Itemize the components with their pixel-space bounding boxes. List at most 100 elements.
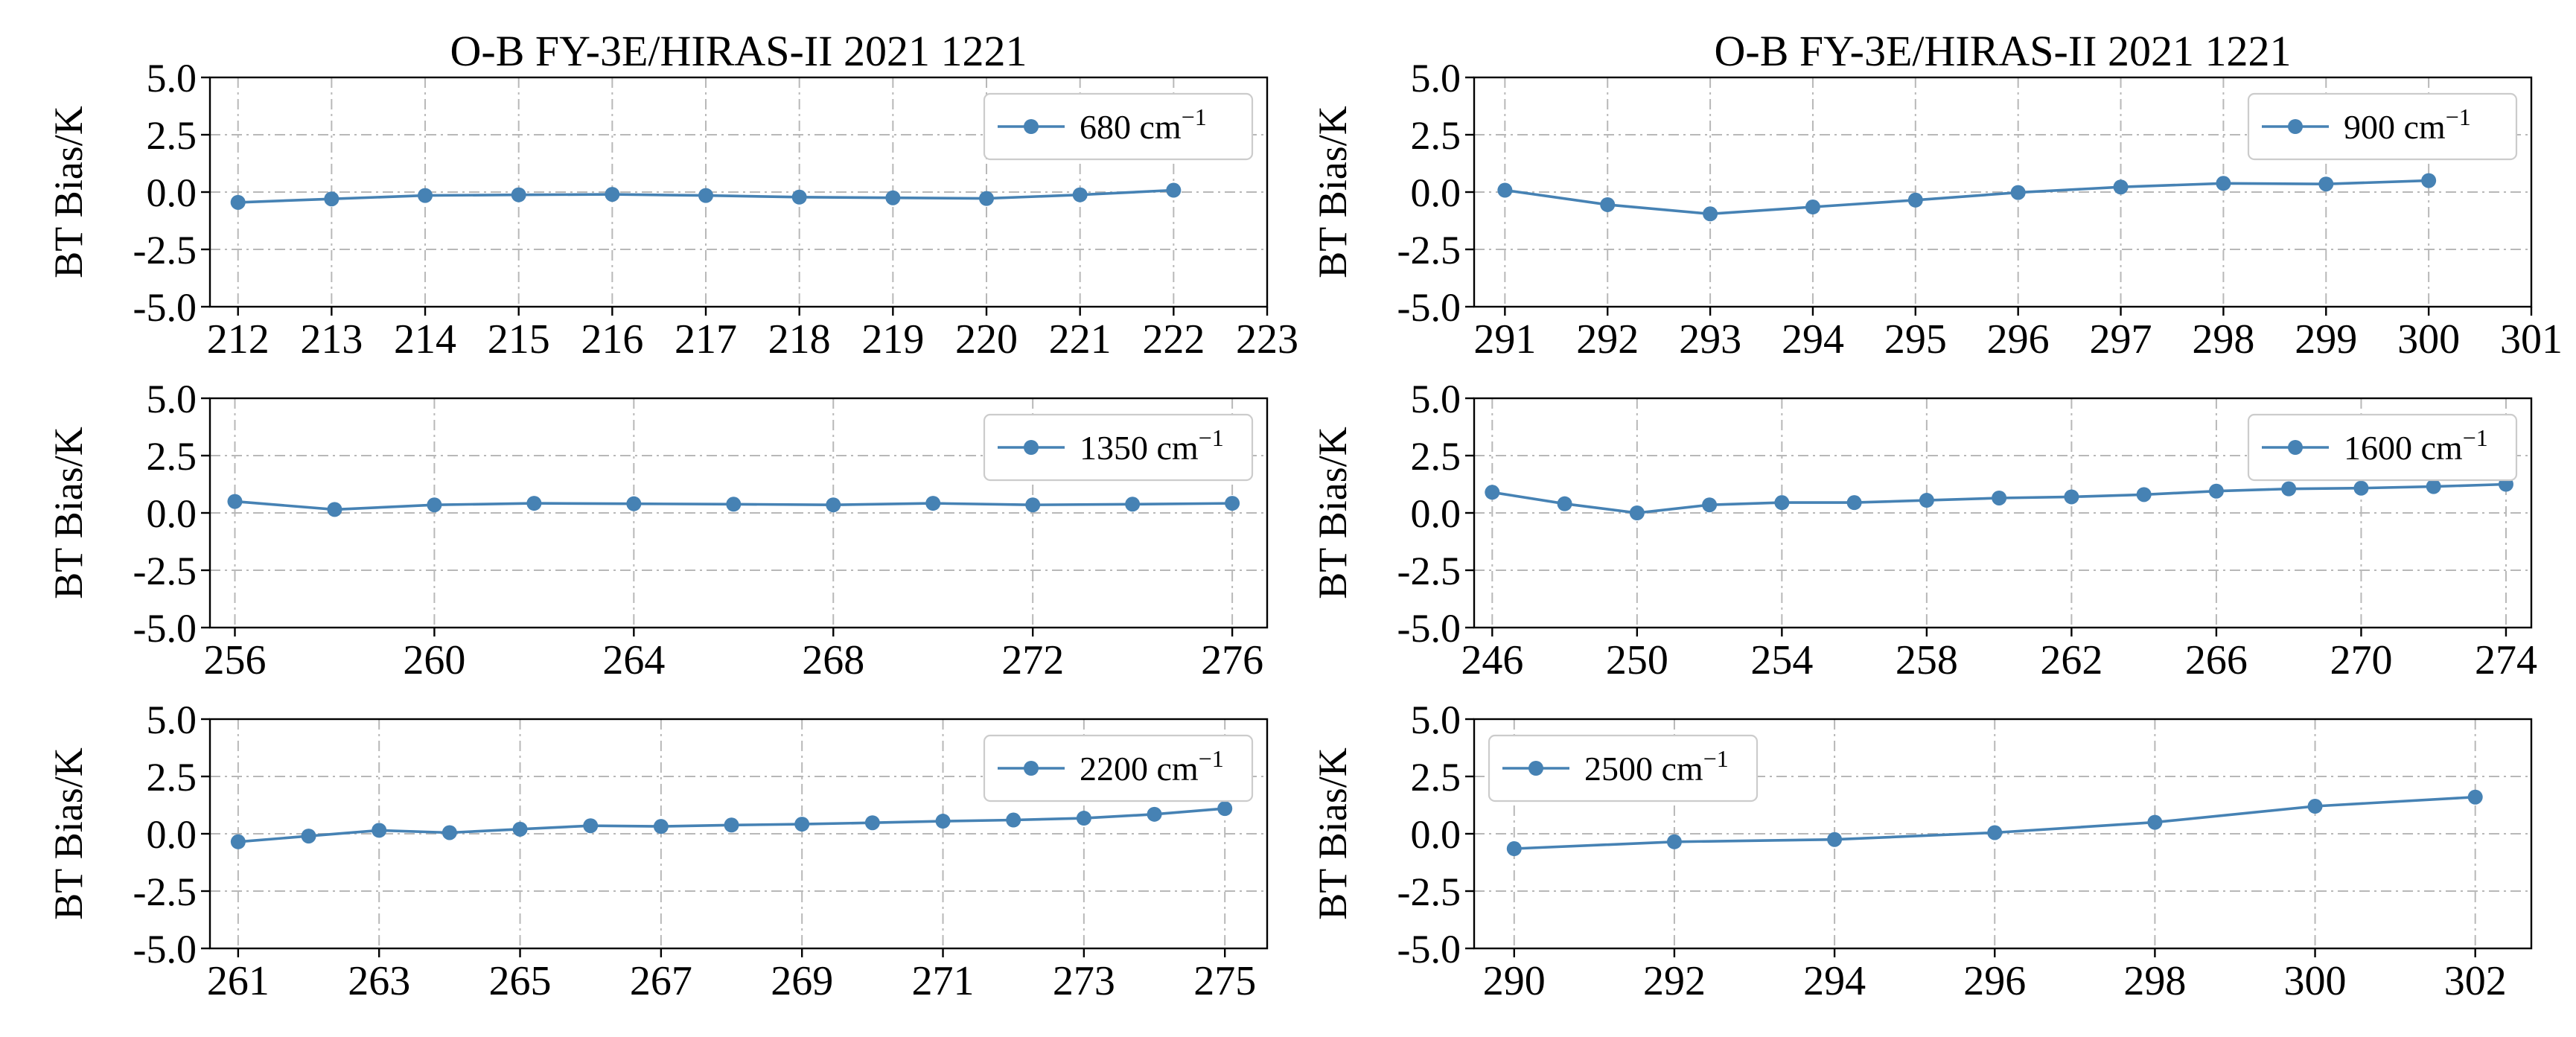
legend: 2500 cm−1 bbox=[1488, 734, 1759, 803]
legend-label: 1600 cm−1 bbox=[2344, 424, 2488, 467]
y-tick-label: 0.0 bbox=[147, 170, 197, 215]
legend-marker bbox=[1024, 119, 1039, 134]
x-tick-label: 220 bbox=[955, 316, 1018, 363]
data-point bbox=[1217, 801, 1233, 817]
data-point bbox=[1557, 496, 1572, 511]
y-axis-label: BT Bias/K bbox=[1310, 427, 1355, 599]
y-tick-label: -2.5 bbox=[133, 228, 197, 272]
x-tick-label: 265 bbox=[489, 958, 552, 1004]
y-tick-label: -2.5 bbox=[1397, 549, 1461, 593]
data-point bbox=[1072, 187, 1088, 202]
x-tick-label: 294 bbox=[1782, 316, 1844, 363]
data-point bbox=[511, 187, 526, 202]
data-point bbox=[1147, 806, 1162, 822]
data-point bbox=[583, 818, 599, 834]
data-point bbox=[427, 497, 442, 513]
y-tick-label: -5.0 bbox=[133, 606, 197, 651]
data-point bbox=[1666, 834, 1682, 849]
subplot-1: 212 213 214 215 216 217 218 219 220 221 222 223 5.0 2… bbox=[46, 27, 1298, 363]
legend-label: 680 cm−1 bbox=[1080, 103, 1207, 146]
data-point bbox=[626, 496, 642, 511]
data-point bbox=[653, 819, 669, 835]
y-tick-label: 0.0 bbox=[1411, 812, 1461, 857]
x-tick-label: 213 bbox=[300, 316, 363, 363]
data-point bbox=[1629, 505, 1645, 520]
data-point bbox=[1485, 485, 1500, 500]
data-point bbox=[791, 189, 807, 205]
data-point bbox=[726, 497, 742, 512]
y-tick-label: 0.0 bbox=[1411, 491, 1461, 536]
series-line bbox=[1505, 179, 2429, 216]
data-point bbox=[1992, 490, 2007, 505]
x-tick-label: 296 bbox=[1963, 958, 2026, 1004]
data-point bbox=[1025, 497, 1041, 513]
x-tick-label: 258 bbox=[1896, 637, 1958, 683]
x-tick-label: 298 bbox=[2192, 316, 2254, 363]
data-point bbox=[1225, 496, 1240, 511]
data-point bbox=[526, 496, 542, 511]
x-tick-label: 212 bbox=[207, 316, 270, 363]
data-point bbox=[1506, 841, 1522, 857]
y-tick-label: 0.0 bbox=[147, 491, 197, 536]
x-tick-label: 291 bbox=[1473, 316, 1536, 363]
x-tick-label: 222 bbox=[1142, 316, 1205, 363]
x-tick-label: 295 bbox=[1884, 316, 1947, 363]
data-point bbox=[935, 814, 951, 829]
y-tick-label: 0.0 bbox=[1411, 170, 1461, 215]
x-tick-label: 261 bbox=[207, 958, 270, 1004]
x-tick-label: 270 bbox=[2330, 637, 2392, 683]
y-axis-label: BT Bias/K bbox=[46, 747, 91, 920]
legend-frame bbox=[2247, 92, 2518, 161]
data-point bbox=[1125, 497, 1141, 512]
x-tick-label: 260 bbox=[403, 637, 465, 683]
legend-label: 1350 cm−1 bbox=[1080, 424, 1224, 467]
subplot-5: 261 263 265 267 269 271 273 275 5.0 2.5 0.0 -2.5 -5.… bbox=[46, 698, 1269, 1004]
y-tick-label: -5.0 bbox=[133, 927, 197, 971]
data-point bbox=[2113, 179, 2129, 195]
data-point bbox=[1987, 825, 2003, 840]
y-tick-label: 2.5 bbox=[147, 434, 197, 479]
data-point bbox=[925, 496, 941, 511]
x-tick-label: 269 bbox=[771, 958, 833, 1004]
data-point bbox=[1076, 811, 1091, 826]
x-tick-label: 217 bbox=[675, 316, 737, 363]
legend-marker bbox=[1024, 761, 1039, 776]
data-point bbox=[979, 191, 995, 206]
y-axis-label: BT Bias/K bbox=[46, 427, 91, 599]
subplot-4: 246 250 254 258 262 266 270 274 5.0 2.5 0.0 -2.5 -5.… bbox=[1310, 377, 2537, 683]
data-point bbox=[1703, 206, 1718, 222]
x-tick-label: 301 bbox=[2500, 316, 2563, 363]
legend-label: 900 cm−1 bbox=[2344, 103, 2471, 146]
data-point bbox=[1907, 192, 1923, 208]
x-tick-label: 290 bbox=[1483, 958, 1546, 1004]
y-tick-label: 2.5 bbox=[1411, 755, 1461, 800]
data-point bbox=[301, 829, 316, 844]
x-tick-label: 296 bbox=[1987, 316, 2050, 363]
data-point bbox=[864, 815, 880, 831]
x-tick-label: 268 bbox=[802, 637, 864, 683]
legend-frame bbox=[983, 413, 1254, 482]
y-tick-label: 5.0 bbox=[1411, 377, 1461, 421]
data-point bbox=[2467, 789, 2483, 805]
data-point bbox=[2307, 799, 2323, 814]
x-tick-label: 221 bbox=[1049, 316, 1112, 363]
x-tick-label: 293 bbox=[1679, 316, 1741, 363]
y-axis-label: BT Bias/K bbox=[1310, 106, 1355, 278]
data-point bbox=[2426, 479, 2441, 494]
data-point bbox=[698, 188, 714, 203]
y-tick-label: 2.5 bbox=[147, 755, 197, 800]
x-tick-label: 266 bbox=[2185, 637, 2248, 683]
y-tick-label: 2.5 bbox=[1411, 434, 1461, 479]
data-point bbox=[441, 825, 457, 840]
x-tick-label: 263 bbox=[348, 958, 410, 1004]
legend-label: 2500 cm−1 bbox=[1584, 745, 1729, 788]
x-tick-label: 272 bbox=[1001, 637, 1064, 683]
x-tick-label: 276 bbox=[1201, 637, 1263, 683]
y-tick-label: -2.5 bbox=[1397, 870, 1461, 914]
data-point bbox=[230, 834, 246, 849]
data-point bbox=[1702, 497, 1718, 513]
data-point bbox=[885, 190, 901, 205]
x-tick-label: 254 bbox=[1750, 637, 1813, 683]
y-tick-label: -2.5 bbox=[133, 549, 197, 593]
data-point bbox=[2216, 176, 2231, 191]
